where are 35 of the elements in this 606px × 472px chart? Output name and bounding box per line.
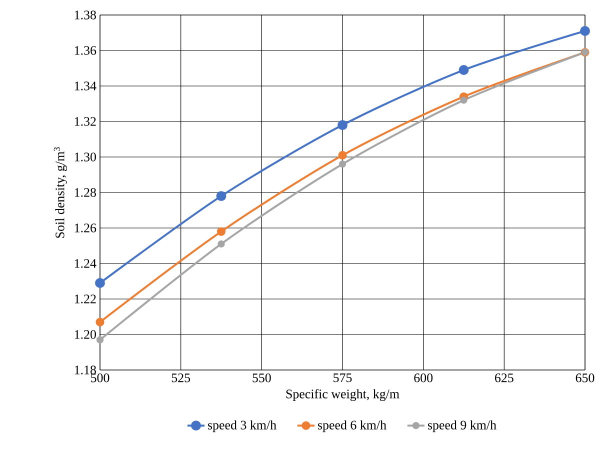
point [96,336,104,344]
x-tick-label: 525 [172,374,190,382]
y-tick-label: 1.24 [74,259,96,268]
x-tick-label: 550 [252,374,271,382]
y-tick-label: 1.38 [74,10,96,20]
point [216,191,226,202]
y-tick-label: 1.34 [74,82,96,90]
y-tick-label: 1.30 [74,152,96,162]
y-tick-label: 1.20 [74,330,96,339]
y-tick-label: 1.22 [74,294,96,304]
point [580,26,590,36]
x-tick-label: 650 [576,374,594,382]
y-tick-label: 1.36 [74,46,96,55]
y-tick-label: 1.28 [74,188,96,197]
y-axis-title: Soil density, g/m$^{3}$ [54,147,67,238]
x-tick-label: 600 [414,374,433,382]
x-tick-label: 625 [495,374,514,382]
point [458,65,469,76]
point [95,278,105,288]
point [338,120,348,130]
y-tick-label: 1.26 [74,224,96,232]
legend-label: speed 3 km/h [208,420,276,432]
point [96,318,104,326]
point [216,227,226,236]
x-tick-label: 500 [91,374,110,382]
y-tick-label: 1.18 [74,366,96,374]
point [338,150,347,160]
point [338,160,346,168]
legend-label: speed 9 km/h [428,420,496,432]
y-tick-label: 1.32 [74,117,96,126]
x-axis-title: Specific weight, kg/m [286,389,400,402]
legend-label: speed 6 km/h [318,420,386,432]
x-tick-label: 575 [334,374,352,382]
point [218,240,225,248]
point [460,96,468,104]
